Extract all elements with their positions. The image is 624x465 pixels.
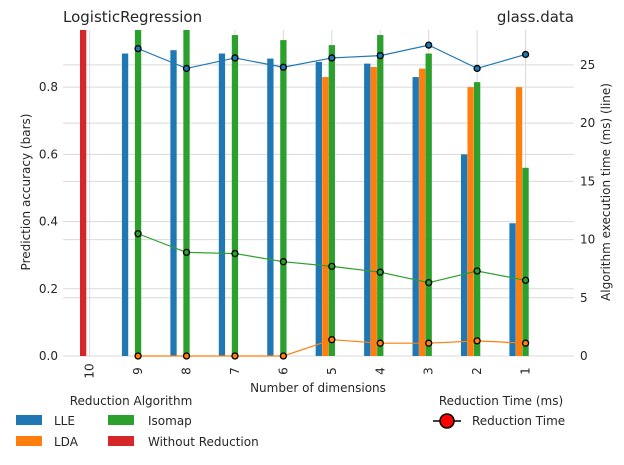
legend-swatch-lda [16,436,42,446]
legend-swatch-isomap [108,415,134,425]
bar-isomap [231,35,239,357]
bar-lda [467,87,474,356]
bar-lda [419,68,426,357]
y2-tick-label: 0 [580,349,588,363]
lines-group [134,41,530,360]
legend-label-without-reduction: Without Reduction [148,435,259,449]
x-tick-label: 9 [131,367,145,375]
time-point [425,339,433,347]
legend-swatch-without-reduction [108,436,134,446]
time-point [376,339,384,347]
time-point [521,339,530,347]
bar-isomap [134,30,142,356]
y2-tick-label: 10 [580,233,595,247]
time-point [279,352,288,360]
x-tick-label: 1 [519,367,533,375]
time-point [328,336,336,344]
bar-isomap [473,82,481,357]
y-tick-label: 0.2 [39,282,58,296]
x-tick-label: 4 [373,367,387,375]
legend-line-label: Reduction Time [472,414,565,428]
time-point [328,54,336,62]
legend-line-marker [439,413,455,429]
y-axis-title: Prediction accuracy (bars) [19,114,33,271]
y2-tick-label: 20 [580,116,595,130]
time-point [521,276,530,284]
x-tick-label: 6 [276,367,290,375]
bar-lle [121,53,129,357]
time-point [425,278,433,287]
time-point [182,248,191,257]
time-point [279,63,288,71]
legend-line-title: Reduction Time (ms) [439,394,563,408]
bar-lle [170,50,177,356]
bar-lle [315,61,322,357]
time-point [376,268,384,276]
time-point [376,51,384,60]
x-tick-label: 3 [422,367,436,375]
time-point [231,352,239,360]
bar-isomap [522,167,529,356]
bar-lda [322,77,329,356]
bar-lle [509,223,516,356]
time-point [473,267,481,275]
time-point [328,262,336,271]
x-axis-title: Number of dimensions [250,381,386,395]
bar-without-reduction [79,30,87,356]
bar-lle [460,154,468,356]
bar-lda [515,87,523,356]
bar-isomap [425,53,432,357]
y-tick-label: 0.0 [39,349,58,363]
chart-title-right: glass.data [497,8,574,26]
time-point [279,258,288,266]
y-tick-label: 0.4 [39,215,58,229]
bar-lle [267,58,274,356]
legend-label-isomap: Isomap [148,414,192,428]
time-point [134,352,142,360]
y2-tick-label: 5 [580,291,588,305]
time-point [231,54,239,62]
chart-title-left: LogisticRegression [63,8,202,26]
time-point [182,64,191,73]
bar-isomap [183,30,190,356]
y2-tick-label: 15 [580,174,595,188]
y2-axis-title: Algorithm execution time (ms) (line) [599,83,613,301]
x-tick-label: 10 [83,363,97,378]
ticks-group: 0 5 10 15 20 25 0.0 0.2 0.4 0.6 0.8 10 9 8 7 6 5 4 3 2 1 [39,58,595,379]
y-tick-label: 0.8 [39,80,58,94]
time-point [231,249,239,258]
bar-lle [218,53,226,357]
time-point [134,44,142,53]
legend-bars-title: Reduction Algorithm [70,394,193,408]
legend-label-lda: LDA [54,435,79,449]
time-point [473,337,481,345]
time-point [182,352,191,360]
bar-lle [412,77,419,356]
legend-label-lle: LLE [54,414,75,428]
time-point [473,64,481,73]
x-tick-label: 5 [325,367,339,375]
x-tick-label: 2 [470,367,484,375]
bar-lle [364,63,371,356]
y-tick-label: 0.6 [39,147,58,161]
bars-group [79,30,529,357]
time-point [425,41,433,49]
x-tick-label: 7 [228,367,242,375]
bar-isomap [328,45,335,356]
y2-tick-label: 25 [580,58,595,72]
legend-swatch-lle [16,415,42,425]
bar-lda [370,66,377,357]
time-point [134,230,142,238]
bar-isomap [280,40,287,357]
bar-isomap [377,35,384,357]
time-point [521,50,530,59]
x-tick-label: 8 [180,367,194,375]
